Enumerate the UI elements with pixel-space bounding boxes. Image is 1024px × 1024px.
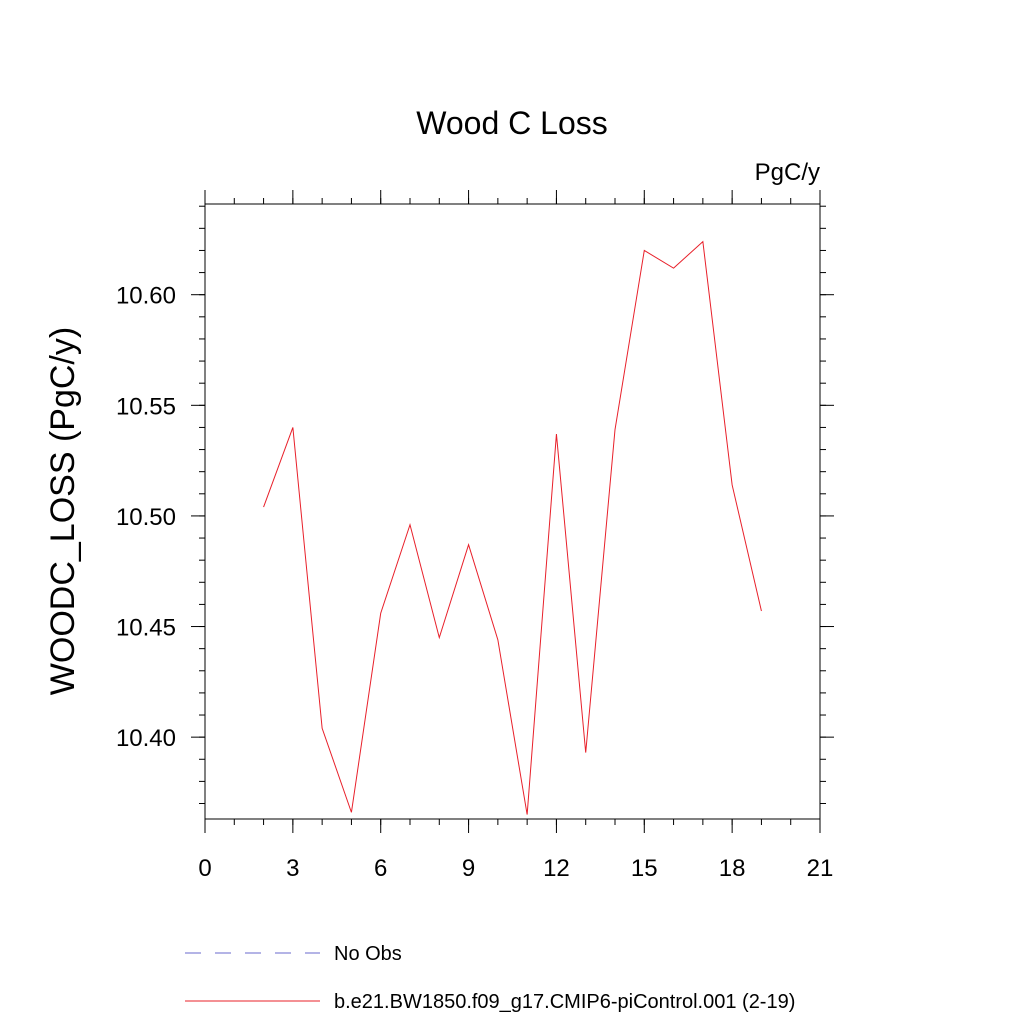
x-tick-label: 6 xyxy=(374,855,387,882)
plot-frame xyxy=(204,203,821,820)
chart-title: Wood C Loss xyxy=(416,105,608,141)
x-tick-label: 21 xyxy=(807,855,834,882)
x-axis: 0 3 6 9 12 15 18 21 xyxy=(198,190,833,882)
x-tick-label: 3 xyxy=(286,855,299,882)
x-tick-label: 15 xyxy=(631,855,658,882)
y-tick-label: 10.45 xyxy=(116,615,176,642)
x-tick-label: 18 xyxy=(719,855,746,882)
legend-label-no-obs: No Obs xyxy=(334,943,402,965)
y-tick-label: 10.55 xyxy=(116,393,176,420)
y-axis-label: WOODC_LOSS (PgC/y) xyxy=(44,327,82,695)
units-label: PgC/y xyxy=(755,159,820,186)
legend-label-control: b.e21.BW1850.f09_g17.CMIP6-piControl.001… xyxy=(334,991,795,1013)
x-tick-label: 0 xyxy=(198,855,211,882)
x-tick-label: 9 xyxy=(462,855,475,882)
y-tick-label: 10.50 xyxy=(116,504,176,531)
legend: No Obs b.e21.BW1850.f09_g17.CMIP6-piCont… xyxy=(185,943,795,1013)
y-axis: 10.40 10.45 10.50 10.55 10.60 xyxy=(116,205,834,805)
y-tick-label: 10.40 xyxy=(116,725,176,752)
y-tick-label: 10.60 xyxy=(116,283,176,310)
x-tick-label: 12 xyxy=(543,855,570,882)
series-line xyxy=(263,240,762,815)
series-layer xyxy=(263,240,762,815)
